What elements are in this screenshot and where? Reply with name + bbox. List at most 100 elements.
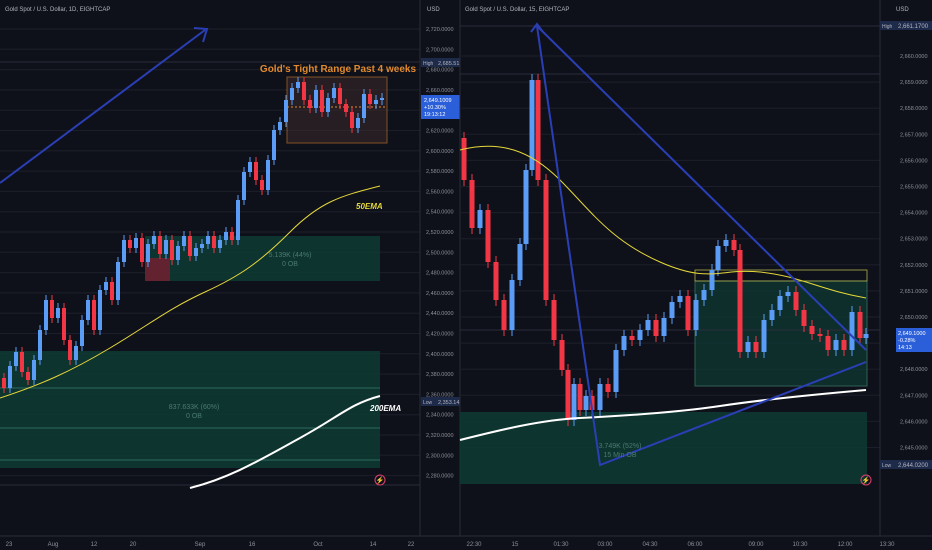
left-candle-body [80,320,84,346]
left-candle-body [188,236,192,256]
left-candle-body [368,94,372,104]
right-candle-body [785,292,791,296]
left-alert-icon[interactable] [374,474,386,486]
right-candle-body [863,334,869,338]
left-candle-body [182,236,186,246]
right-x-tick-label: 06:00 [687,542,703,548]
left-x-tick-label: Oct [313,542,323,548]
left-arrow-head-icon [193,27,209,43]
left-candle-body [314,90,318,108]
right-candle-body [461,138,467,180]
left-trend-arrow[interactable] [0,29,206,184]
right-y-tick-label: 2,646.0000 [900,419,928,425]
left-candle-body [284,100,288,122]
left-x-tick-label: 23 [6,542,13,548]
left-candle-body [224,232,228,240]
left-price-axis[interactable]: USD 2,720.0000 2,700.0000 2,680.0000 2,660.… [419,0,466,536]
right-candle-body [661,318,667,336]
right-price-axis[interactable]: USD 2,660.0000 2,659.0000 2,658.0000 2,657.… [879,0,932,536]
right-symbol-label: Gold Spot / U.S. Dollar, 15, EIGHTCAP [465,7,569,13]
left-zone2-label: 837.633K (60%) [169,404,220,411]
right-candle-body [583,396,589,410]
right-candle-body [629,336,635,340]
right-candle-body [809,326,815,334]
right-high-value: 2,661.1700 [898,24,929,30]
left-y-tick-label: 2,620.0000 [426,129,454,135]
left-candle-body [32,360,36,380]
right-alert-icon[interactable] [860,474,872,486]
right-price-value: 2,649.1000 [898,331,926,337]
right-candle-body [857,312,863,338]
left-price-value: 2,649.1009 [424,98,452,104]
left-candle-body [206,236,210,244]
left-candle-body [134,238,138,248]
right-high-tag: High [882,24,893,30]
right-price-tag[interactable] [896,328,932,352]
left-y-tick-label: 2,300.0000 [426,453,454,459]
left-low-tag: Low [423,400,433,406]
right-high-value-bg [895,21,932,30]
left-y-tick-label: 2,600.0000 [426,149,454,155]
left-zone1-label: 5.139K (44%) [269,252,312,259]
left-y-tick-label: 2,340.0000 [426,413,454,419]
right-candle-body [793,292,799,310]
left-chart-panel[interactable]: Gold's Tight Range Past 4 weeks 50EMA 20… [0,7,420,489]
left-price-change: +10.30% [424,105,446,111]
left-candle-body [110,282,114,300]
right-axis-bg [880,0,932,536]
right-candle-body [477,210,483,228]
left-y-tick-label: 2,660.0000 [426,88,454,94]
left-order-block-lower [0,351,380,468]
right-low-value: 2,644.0200 [898,463,929,469]
right-candle-body [677,296,683,302]
right-candle-body [723,240,729,246]
left-candle-body [14,352,18,366]
left-low-tag-bg [421,397,437,406]
tight-range-title: Gold's Tight Range Past 4 weeks [260,64,417,75]
left-candle-body [332,88,336,98]
right-currency: USD [896,7,909,13]
left-candle-body [260,180,264,190]
right-arrow-head-icon [530,22,544,33]
left-price-tag[interactable] [421,95,460,119]
right-candle-body [833,340,839,350]
left-x-tick-label: 16 [249,542,256,548]
right-candle-body [769,310,775,320]
right-candle-body [559,340,565,370]
left-order-block-upper [145,236,380,281]
right-y-tick-label: 2,647.0000 [900,393,928,399]
left-y-tick-label: 2,480.0000 [426,271,454,277]
right-candle-body [669,302,675,318]
left-candle-body [212,236,216,248]
right-candle-body [493,262,499,300]
right-triangle-pattern[interactable] [536,25,867,467]
right-y-tick-label: 2,654.0000 [900,211,928,217]
right-descending-trendline[interactable] [536,25,867,351]
right-chart-panel[interactable]: 3.749K (52%) 15 Min OB Gold Spot / U.S. … [459,0,880,536]
right-candle-body [685,296,691,330]
right-candle-body [485,210,491,262]
right-candle-body [543,180,549,300]
right-candle-body [825,336,831,350]
right-y-tick-label: 2,660.0000 [900,54,928,60]
right-candle-body [645,320,651,330]
right-y-tick-label: 2,653.0000 [900,237,928,243]
left-candle-body [104,282,108,290]
left-y-tick-label: 2,420.0000 [426,332,454,338]
right-x-tick-label: 09:00 [748,542,764,548]
right-y-tick-label: 2,655.0000 [900,185,928,191]
left-candle-body [176,246,180,260]
left-y-tick-label: 2,500.0000 [426,250,454,256]
right-time-axis[interactable]: 22:30 15 01:30 03:00 04:30 06:00 09:00 10:30 12:… [466,542,895,548]
right-candle-body [817,334,823,336]
right-candle-body [551,300,557,340]
right-x-tick-label: 12:00 [837,542,853,548]
right-x-tick-label: 15 [512,542,519,548]
left-time-axis[interactable]: 23 Aug 12 20 Sep 16 Oct 14 22 [6,542,415,548]
left-y-tick-label: 2,360.0000 [426,392,454,398]
left-price-timer: 19:13:12 [424,112,445,118]
time-axis-bg [0,536,932,550]
right-ema200-line [459,389,867,441]
left-candle-body [236,200,240,240]
